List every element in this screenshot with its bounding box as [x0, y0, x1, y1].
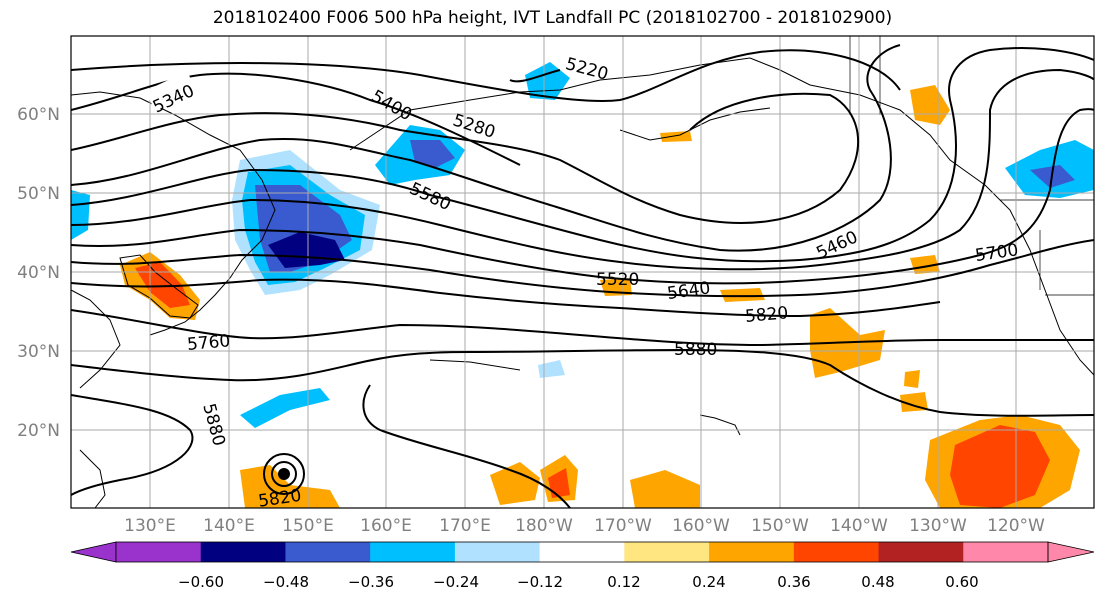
ivt-positive-region [548, 468, 570, 498]
contour-label: 5520 [596, 270, 639, 290]
lon-label: 120°W [987, 516, 1045, 536]
ivt-positive-region [910, 255, 940, 274]
colorbar-segment [370, 542, 456, 562]
colorbar-segment [285, 542, 371, 562]
lon-label: 150°W [751, 516, 809, 536]
colorbar-segment [709, 542, 795, 562]
ivt-positive-region [660, 131, 692, 142]
lat-label: 40°N [17, 263, 60, 283]
ivt-positive-region [910, 85, 950, 125]
latitude-labels: 60°N 50°N 40°N 30°N 20°N [17, 105, 60, 441]
colorbar-extend-high [1047, 541, 1095, 563]
colorbar-segment [116, 542, 202, 562]
low-center-marker [263, 453, 305, 495]
colorbar-segment [454, 542, 541, 562]
lon-label: 170°W [594, 516, 652, 536]
lon-label: 130°E [124, 516, 176, 536]
contour-label: 5880 [674, 340, 717, 360]
ivt-negative-region [538, 360, 565, 378]
colorbar [70, 541, 1095, 563]
colorbar-extend-low [70, 541, 117, 563]
lat-label: 60°N [17, 105, 60, 125]
colorbar-tick-label: −0.48 [263, 573, 309, 591]
lon-label: 160°W [672, 516, 730, 536]
colorbar-tick-label: −0.60 [178, 573, 224, 591]
lon-label: 170°E [439, 516, 491, 536]
colorbar-tick-label: 0.60 [945, 573, 978, 591]
lon-label: 180°W [515, 516, 573, 536]
lon-label: 160°E [360, 516, 412, 536]
ivt-positive-region [135, 262, 190, 308]
ivt-negative-region [410, 140, 455, 168]
lat-label: 50°N [17, 184, 60, 204]
colorbar-segment [539, 542, 625, 562]
colorbar-tick-label: −0.12 [517, 573, 563, 591]
ivt-positive-region [904, 370, 920, 388]
lon-label: 140°W [830, 516, 888, 536]
colorbar-tick-label: −0.36 [348, 573, 394, 591]
ivt-positive-region [630, 470, 700, 508]
colorbar-tick-labels: −0.60 −0.48 −0.36 −0.24 −0.12 0.12 0.24 … [178, 573, 979, 591]
height-contours [71, 44, 1094, 508]
colorbar-segment [200, 542, 286, 562]
ivt-negative-region [71, 190, 90, 240]
map-frame [70, 35, 1095, 509]
contour-label: 5820 [744, 303, 789, 327]
map-title: 2018102400 F006 500 hPa height, IVT Land… [212, 8, 893, 28]
colorbar-segment [793, 542, 880, 562]
lon-label: 140°E [203, 516, 255, 536]
colorbar-tick-label: 0.24 [692, 573, 725, 591]
lon-label: 130°W [909, 516, 967, 536]
longitude-labels: 130°E 140°E 150°E 160°E 170°E 180°W 170°… [124, 516, 1045, 536]
ivt-positive-region [950, 425, 1050, 508]
ivt-positive-region [720, 288, 765, 302]
colorbar-segment [878, 542, 964, 562]
colorbar-tick-label: 0.12 [607, 573, 640, 591]
ivt-positive-region [490, 462, 540, 505]
contour-label: 5760 [186, 331, 231, 355]
lon-label: 150°E [282, 516, 334, 536]
colorbar-segment [963, 542, 1049, 562]
colorbar-tick-label: −0.24 [433, 573, 479, 591]
colorbar-frame [115, 541, 1049, 563]
colorbar-tick-label: 0.48 [861, 573, 894, 591]
lat-label: 20°N [17, 421, 60, 441]
colorbar-tick-label: 0.36 [777, 573, 810, 591]
colorbar-segment [624, 542, 710, 562]
lat-label: 30°N [17, 342, 60, 362]
